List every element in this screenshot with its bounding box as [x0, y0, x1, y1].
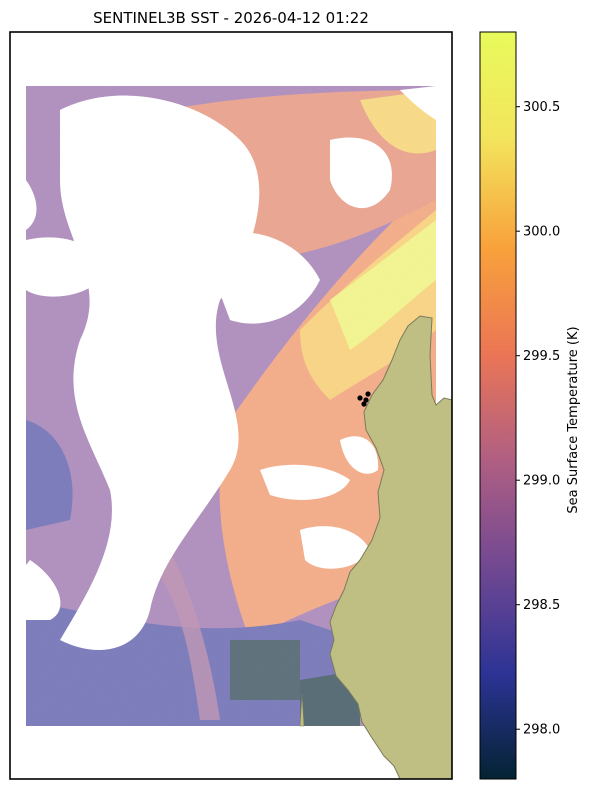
colorbar: 298.0 298.5 299.0 299.5 300.0 300.5 Sea Surfa…	[479, 31, 581, 780]
chart-title: SENTINEL3B SST - 2026-04-12 01:22	[93, 9, 369, 27]
colorbar-gradient	[479, 31, 517, 780]
station-marker	[357, 395, 363, 401]
station-marker	[361, 401, 367, 407]
colorbar-tick-label: 299.0	[523, 474, 560, 489]
station-marker	[365, 391, 371, 397]
colorbar-tick-label: 299.5	[523, 349, 560, 364]
station-marker	[363, 397, 369, 403]
colorbar-tick-label: 300.5	[523, 100, 560, 115]
coastal-inlet	[299, 693, 305, 727]
station-markers	[357, 391, 371, 407]
map-axes	[9, 31, 453, 780]
colorbar-tick-label: 300.0	[523, 225, 560, 240]
colorbar-tick-label: 298.5	[523, 598, 560, 613]
landmass	[329, 315, 453, 780]
colorbar-ticks: 298.0 298.5 299.0 299.5 300.0 300.5	[516, 100, 560, 738]
map-frame	[9, 31, 453, 780]
colorbar-label: Sea Surface Temperature (K)	[566, 326, 581, 513]
colorbar-tick-label: 298.0	[523, 723, 560, 738]
cloud-mask	[26, 86, 436, 651]
